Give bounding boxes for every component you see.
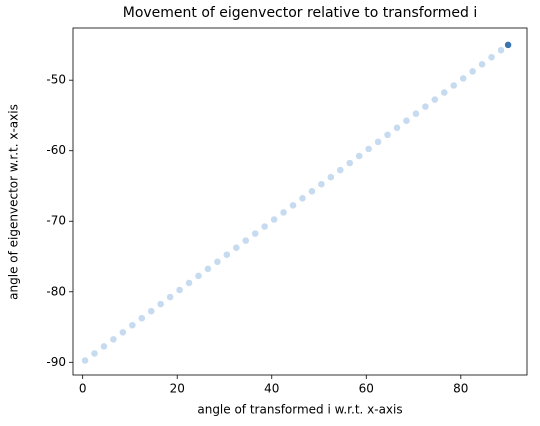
x-tick-label: 40 xyxy=(264,382,279,396)
x-tick-label: 80 xyxy=(453,382,468,396)
point xyxy=(100,342,108,351)
point xyxy=(90,349,99,358)
point xyxy=(327,173,335,181)
point xyxy=(175,286,184,294)
plot-frame xyxy=(72,27,528,376)
point xyxy=(289,201,297,210)
x-tick-label: 0 xyxy=(79,382,87,396)
y-tick-label: -50 xyxy=(46,73,66,87)
point xyxy=(412,109,420,118)
point xyxy=(317,180,326,188)
point xyxy=(204,265,212,273)
point xyxy=(279,208,288,217)
point xyxy=(213,258,222,266)
point xyxy=(308,187,316,196)
point xyxy=(355,152,363,160)
y-tick-label: -70 xyxy=(46,214,66,228)
point xyxy=(119,328,127,337)
point xyxy=(449,81,458,90)
y-tick-label: -90 xyxy=(46,355,66,369)
point xyxy=(421,102,430,111)
point xyxy=(298,194,307,203)
point xyxy=(487,53,496,62)
point xyxy=(431,95,439,104)
point xyxy=(223,250,231,259)
x-axis-label: angle of transformed i w.r.t. x-axis xyxy=(197,403,402,417)
point xyxy=(166,293,174,301)
point xyxy=(478,60,486,69)
point xyxy=(459,74,467,83)
x-tick-label: 20 xyxy=(170,382,185,396)
x-tick-label: 60 xyxy=(359,382,374,396)
point xyxy=(138,314,146,322)
point xyxy=(345,159,354,167)
y-axis-label: angle of eigenvector w.r.t. x-axis xyxy=(7,104,21,300)
point xyxy=(393,124,401,132)
point xyxy=(81,356,89,365)
point xyxy=(402,116,411,125)
point xyxy=(364,145,373,153)
point xyxy=(194,272,203,280)
y-tick-label: -60 xyxy=(46,143,66,157)
point xyxy=(128,321,137,330)
point xyxy=(109,335,118,344)
point xyxy=(242,236,250,245)
point xyxy=(497,46,505,54)
chart-title: Movement of eigenvector relative to tran… xyxy=(123,5,478,21)
y-tick-label: -80 xyxy=(46,284,66,298)
point xyxy=(336,166,345,174)
point xyxy=(504,41,512,49)
point xyxy=(383,131,392,139)
point xyxy=(374,138,382,146)
point xyxy=(440,88,449,97)
point xyxy=(185,279,193,287)
point xyxy=(468,67,477,76)
point xyxy=(147,307,155,315)
point xyxy=(270,215,278,224)
point xyxy=(156,300,165,308)
point xyxy=(260,222,269,231)
point xyxy=(232,243,241,252)
point xyxy=(251,229,259,238)
